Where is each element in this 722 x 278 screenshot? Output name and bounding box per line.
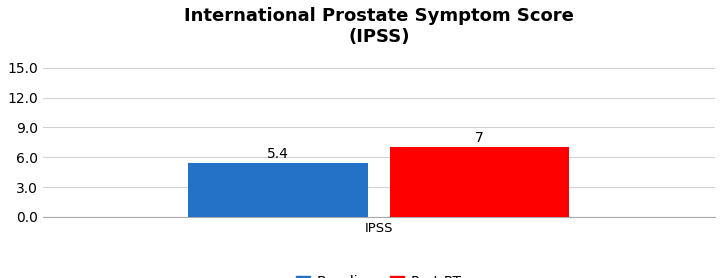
Bar: [390, 147, 570, 217]
Legend: Baseline, Post-RT: Baseline, Post-RT: [290, 270, 467, 278]
Title: International Prostate Symptom Score
(IPSS): International Prostate Symptom Score (IP…: [184, 7, 574, 46]
Text: 7: 7: [475, 131, 484, 145]
Text: 5.4: 5.4: [267, 147, 289, 161]
Bar: [188, 163, 367, 217]
